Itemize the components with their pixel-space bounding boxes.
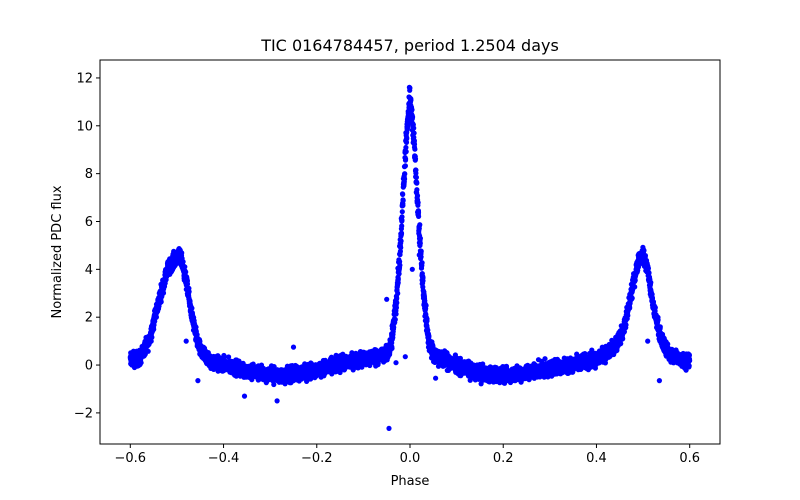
data-point (412, 156, 419, 162)
data-point (412, 146, 418, 152)
data-point (407, 85, 413, 91)
data-point (414, 193, 421, 199)
data-point (403, 144, 409, 151)
data-point (416, 213, 422, 219)
data-point (398, 230, 405, 236)
data-point (403, 156, 409, 162)
data-point (138, 360, 144, 366)
data-point (646, 270, 652, 276)
data-point (395, 290, 401, 296)
data-point (148, 338, 154, 344)
data-point (629, 295, 635, 301)
data-point (632, 284, 638, 290)
data-point (182, 264, 188, 270)
data-point (271, 381, 277, 388)
data-point (420, 278, 426, 284)
data-point (657, 324, 663, 330)
data-point (395, 280, 401, 286)
data-point (158, 299, 164, 305)
data-point (413, 174, 419, 180)
data-point (415, 209, 422, 215)
data-point (145, 348, 151, 354)
data-point (417, 240, 423, 246)
data-point (542, 356, 548, 362)
data-point (393, 311, 399, 317)
data-point (399, 223, 405, 229)
data-point (394, 300, 400, 306)
data-point (409, 107, 415, 113)
data-point (392, 316, 398, 323)
data-point (151, 326, 157, 332)
data-point (402, 163, 408, 169)
data-point (645, 265, 652, 271)
data-point (411, 125, 417, 131)
data-point (419, 260, 425, 266)
data-point (414, 187, 420, 193)
data-point (183, 269, 189, 275)
data-point (408, 97, 414, 103)
data-point (194, 332, 200, 338)
data-point (411, 130, 417, 136)
data-point (641, 247, 647, 254)
data-point (400, 202, 406, 209)
data-point (153, 314, 159, 320)
data-point (398, 238, 404, 244)
data-point (413, 170, 419, 176)
data-point (271, 364, 277, 370)
data-point (389, 345, 395, 351)
data-point (160, 290, 167, 296)
data-point (400, 197, 406, 204)
data-point (394, 295, 400, 301)
data-point (417, 222, 423, 228)
data-point (424, 316, 430, 322)
data-points-layer (127, 84, 693, 431)
data-point (627, 305, 633, 311)
data-point (400, 191, 406, 197)
data-point (417, 235, 423, 241)
data-point (396, 271, 402, 277)
data-point (402, 176, 408, 182)
data-point (197, 338, 203, 344)
data-point (398, 245, 404, 251)
data-point (184, 281, 191, 287)
data-point (414, 180, 420, 186)
data-point (625, 312, 631, 319)
data-point (618, 341, 624, 347)
data-point (423, 302, 429, 309)
data-point (397, 262, 403, 268)
data-point (467, 377, 473, 383)
data-point (403, 149, 409, 155)
data-point (652, 305, 658, 311)
data-point (402, 171, 408, 177)
data-point (415, 200, 421, 206)
data-point (642, 253, 649, 259)
data-point (418, 248, 424, 254)
data-point (399, 209, 405, 215)
data-point (399, 214, 405, 220)
data-point (411, 138, 417, 144)
data-point (393, 305, 399, 311)
data-point (649, 295, 656, 301)
data-point (395, 276, 401, 282)
data-point (632, 277, 638, 283)
data-point (250, 361, 256, 367)
data-point (648, 279, 654, 286)
data-point (397, 248, 403, 254)
data-point (426, 334, 432, 340)
data-point (589, 347, 595, 353)
data-point (226, 354, 232, 360)
data-point (149, 334, 155, 340)
data-point (623, 322, 629, 328)
data-point (186, 289, 192, 295)
data-point (655, 317, 661, 323)
data-point (410, 114, 416, 120)
data-point (189, 305, 195, 311)
data-point (620, 336, 626, 342)
data-point (180, 259, 186, 265)
data-point (404, 136, 410, 142)
data-point (179, 250, 185, 256)
